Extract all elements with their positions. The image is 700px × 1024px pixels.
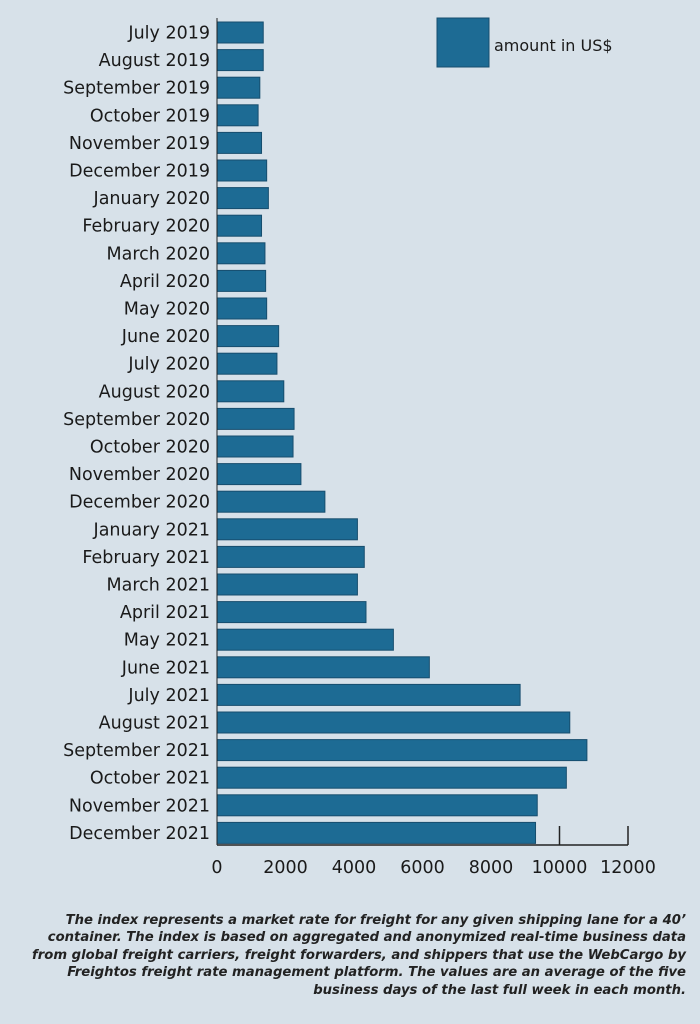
bar bbox=[216, 545, 365, 568]
category-label: March 2021 bbox=[107, 576, 210, 596]
category-label: May 2021 bbox=[124, 631, 210, 651]
x-tick-label: 4000 bbox=[332, 858, 377, 878]
bar bbox=[216, 794, 538, 817]
category-label: July 2020 bbox=[127, 355, 210, 375]
bar bbox=[216, 435, 294, 458]
bar bbox=[216, 159, 268, 182]
category-label: February 2020 bbox=[82, 217, 210, 237]
category-label: June 2021 bbox=[121, 658, 210, 678]
bar bbox=[216, 131, 263, 154]
category-label: March 2020 bbox=[107, 244, 210, 264]
category-label: December 2019 bbox=[69, 162, 210, 182]
bar bbox=[216, 297, 268, 320]
bar bbox=[216, 656, 430, 679]
bar bbox=[216, 214, 263, 237]
chart-caption: The index represents a market rate for f… bbox=[32, 913, 686, 998]
x-axis: 0 2000 4000 6000 8000 10000 12000 bbox=[211, 18, 656, 878]
category-label: October 2019 bbox=[90, 106, 210, 126]
category-label: July 2021 bbox=[127, 686, 210, 706]
bar bbox=[216, 269, 267, 292]
category-label: August 2020 bbox=[99, 382, 210, 402]
legend-swatch bbox=[436, 17, 490, 68]
category-label: November 2019 bbox=[69, 134, 210, 154]
category-label: April 2020 bbox=[120, 272, 210, 292]
bar bbox=[216, 766, 567, 789]
bar bbox=[216, 711, 571, 734]
category-label: September 2020 bbox=[63, 410, 210, 430]
category-labels: July 2019 August 2019 September 2019 Octobe… bbox=[63, 24, 210, 844]
category-label: February 2021 bbox=[82, 548, 210, 568]
x-tick-label: 8000 bbox=[469, 858, 514, 878]
category-label: July 2019 bbox=[127, 24, 210, 44]
bars bbox=[216, 21, 588, 844]
bar bbox=[216, 380, 285, 403]
category-label: October 2020 bbox=[90, 438, 210, 458]
bar bbox=[216, 573, 358, 596]
legend: amount in US$ bbox=[436, 17, 613, 68]
bar bbox=[216, 407, 295, 430]
bar bbox=[216, 104, 259, 127]
bar bbox=[216, 739, 588, 762]
category-label: August 2019 bbox=[99, 51, 210, 71]
category-label: November 2020 bbox=[69, 465, 210, 485]
category-label: December 2021 bbox=[69, 824, 210, 844]
category-label: November 2021 bbox=[69, 796, 210, 816]
bar bbox=[216, 601, 367, 624]
bar bbox=[216, 518, 358, 541]
bar bbox=[216, 683, 521, 706]
bar bbox=[216, 242, 266, 265]
x-tick-label: 12000 bbox=[600, 858, 656, 878]
x-tick-label: 6000 bbox=[400, 858, 445, 878]
category-label: December 2020 bbox=[69, 493, 210, 513]
bar bbox=[216, 76, 261, 99]
legend-label: amount in US$ bbox=[494, 36, 613, 55]
x-tick-label: 2000 bbox=[263, 858, 308, 878]
category-label: September 2019 bbox=[63, 79, 210, 99]
category-label: June 2020 bbox=[121, 327, 210, 347]
category-label: April 2021 bbox=[120, 603, 210, 623]
category-label: May 2020 bbox=[124, 300, 210, 320]
bar bbox=[216, 325, 280, 348]
bar-chart: July 2019 August 2019 September 2019 Octobe… bbox=[63, 17, 656, 878]
category-label: October 2021 bbox=[90, 769, 210, 789]
x-tick-label: 10000 bbox=[532, 858, 588, 878]
bar bbox=[216, 821, 537, 844]
category-label: January 2021 bbox=[93, 520, 210, 540]
category-label: August 2021 bbox=[99, 714, 210, 734]
bar bbox=[216, 352, 278, 375]
bar bbox=[216, 463, 302, 486]
bar bbox=[216, 490, 326, 513]
x-tick-label: 0 bbox=[211, 858, 222, 878]
category-label: January 2020 bbox=[93, 189, 210, 209]
bar bbox=[216, 21, 264, 44]
category-label: September 2021 bbox=[63, 741, 210, 761]
bar bbox=[216, 187, 269, 210]
bar bbox=[216, 628, 394, 651]
bar bbox=[216, 49, 264, 72]
